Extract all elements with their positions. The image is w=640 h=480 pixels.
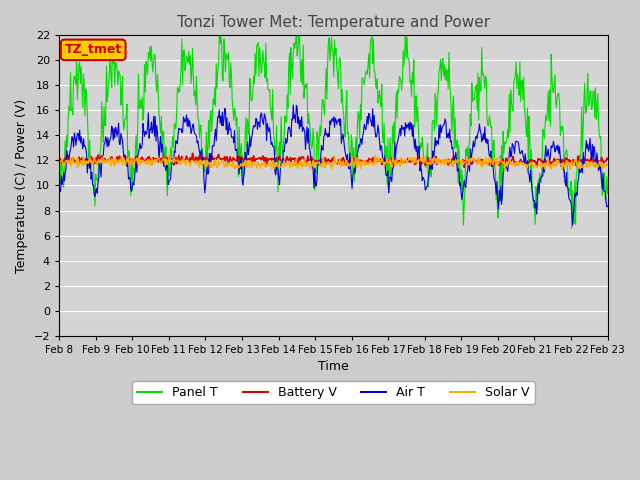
Panel T <box>55 185 63 191</box>
Air T <box>206 165 214 170</box>
Air T <box>401 133 408 139</box>
Air T <box>65 156 73 161</box>
Legend: Panel T, Battery V, Air T, Solar V: Panel T, Battery V, Air T, Solar V <box>132 382 535 405</box>
Text: TZ_tmet: TZ_tmet <box>65 43 122 56</box>
Battery V <box>189 150 196 156</box>
Title: Tonzi Tower Met: Temperature and Power: Tonzi Tower Met: Temperature and Power <box>177 15 490 30</box>
Battery V <box>122 154 129 159</box>
Panel T <box>417 140 424 146</box>
Panel T <box>604 190 611 196</box>
Line: Air T: Air T <box>59 105 607 225</box>
Solar V <box>598 167 606 172</box>
Solar V <box>55 163 63 168</box>
Air T <box>177 126 185 132</box>
Solar V <box>417 154 424 160</box>
Air T <box>604 204 611 209</box>
Panel T <box>568 226 575 231</box>
Air T <box>122 153 129 159</box>
Solar V <box>166 151 173 157</box>
Air T <box>417 162 424 168</box>
Panel T <box>292 25 300 31</box>
Line: Panel T: Panel T <box>59 28 607 228</box>
Y-axis label: Temperature (C) / Power (V): Temperature (C) / Power (V) <box>15 98 28 273</box>
Battery V <box>604 156 611 162</box>
Solar V <box>401 158 408 164</box>
Air T <box>569 222 577 228</box>
Battery V <box>55 156 63 162</box>
Solar V <box>65 159 73 165</box>
Solar V <box>207 159 215 165</box>
Line: Solar V: Solar V <box>59 154 607 169</box>
Line: Battery V: Battery V <box>59 153 607 168</box>
Panel T <box>206 112 214 118</box>
Panel T <box>401 50 408 56</box>
X-axis label: Time: Time <box>318 360 349 373</box>
Battery V <box>401 159 408 165</box>
Solar V <box>178 157 186 163</box>
Battery V <box>177 156 185 162</box>
Battery V <box>207 158 215 164</box>
Solar V <box>122 162 129 168</box>
Battery V <box>65 153 73 158</box>
Air T <box>55 192 63 198</box>
Battery V <box>417 162 424 168</box>
Air T <box>289 102 297 108</box>
Battery V <box>500 165 508 170</box>
Panel T <box>177 64 185 70</box>
Panel T <box>65 104 73 109</box>
Panel T <box>122 116 129 122</box>
Solar V <box>604 162 611 168</box>
